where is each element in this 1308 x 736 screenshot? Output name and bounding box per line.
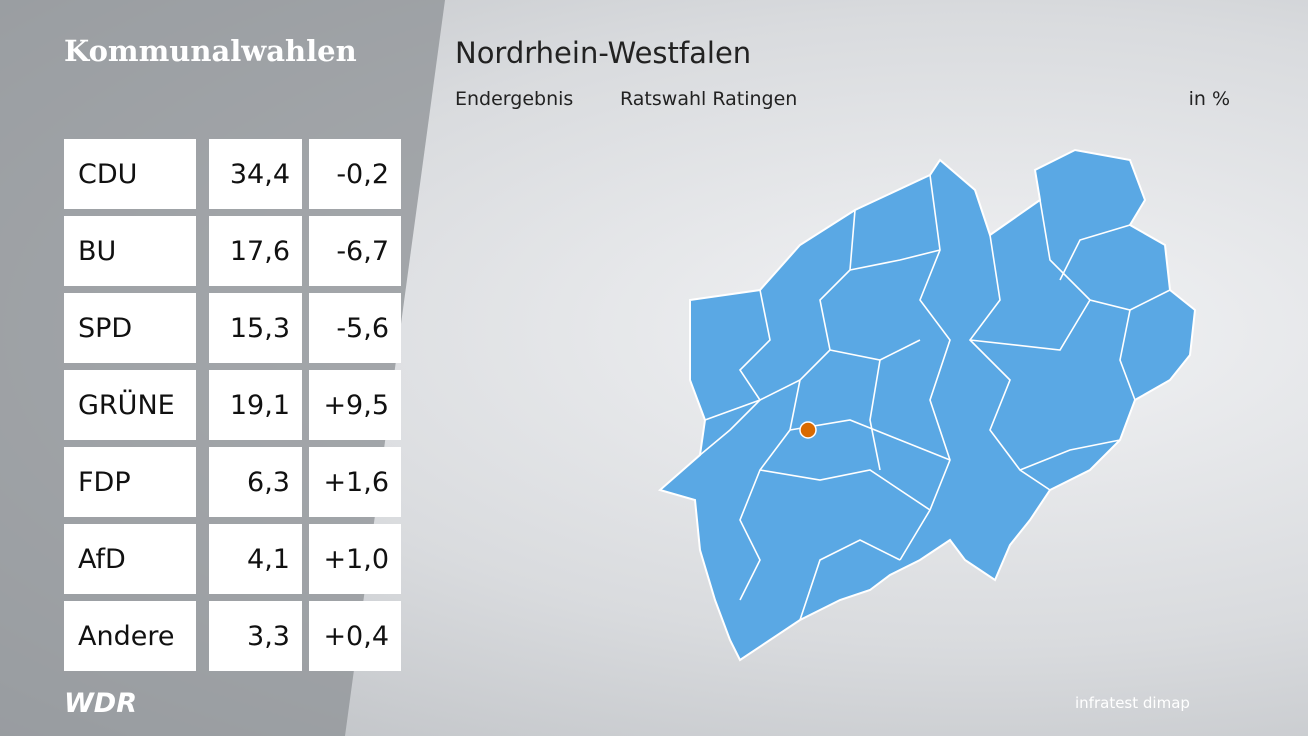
title: Nordrhein-Westfalen — [455, 36, 752, 70]
result-cell: 4,1 — [209, 524, 302, 594]
section-title: Kommunalwahlen — [64, 34, 357, 68]
source-logo: infratest dimap — [1075, 694, 1190, 712]
change-cell: -6,7 — [309, 216, 401, 286]
location-marker — [799, 421, 817, 439]
change-cell: +0,4 — [309, 601, 401, 671]
party-cell: Andere — [64, 601, 196, 671]
change-cell: +1,0 — [309, 524, 401, 594]
result-cell: 15,3 — [209, 293, 302, 363]
map-outline — [657, 148, 1197, 662]
change-cell: +9,5 — [309, 370, 401, 440]
party-cell: AfD — [64, 524, 196, 594]
party-cell: BU — [64, 216, 196, 286]
broadcaster-logo: WDR — [64, 688, 137, 719]
result-cell: 19,1 — [209, 370, 302, 440]
result-cell: 17,6 — [209, 216, 302, 286]
result-cell: 6,3 — [209, 447, 302, 517]
result-cell: 34,4 — [209, 139, 302, 209]
district-borders — [699, 174, 1171, 621]
change-cell: +1,6 — [309, 447, 401, 517]
unit: in % — [1188, 88, 1230, 110]
party-cell: FDP — [64, 447, 196, 517]
subtitle: Endergebnis — [455, 88, 574, 110]
party-cell: GRÜNE — [64, 370, 196, 440]
party-cell: CDU — [64, 139, 196, 209]
election-name: Ratswahl Ratingen — [620, 88, 798, 110]
nrw-map — [657, 148, 1197, 662]
change-cell: -0,2 — [309, 139, 401, 209]
result-cell: 3,3 — [209, 601, 302, 671]
party-cell: SPD — [64, 293, 196, 363]
change-cell: -5,6 — [309, 293, 401, 363]
